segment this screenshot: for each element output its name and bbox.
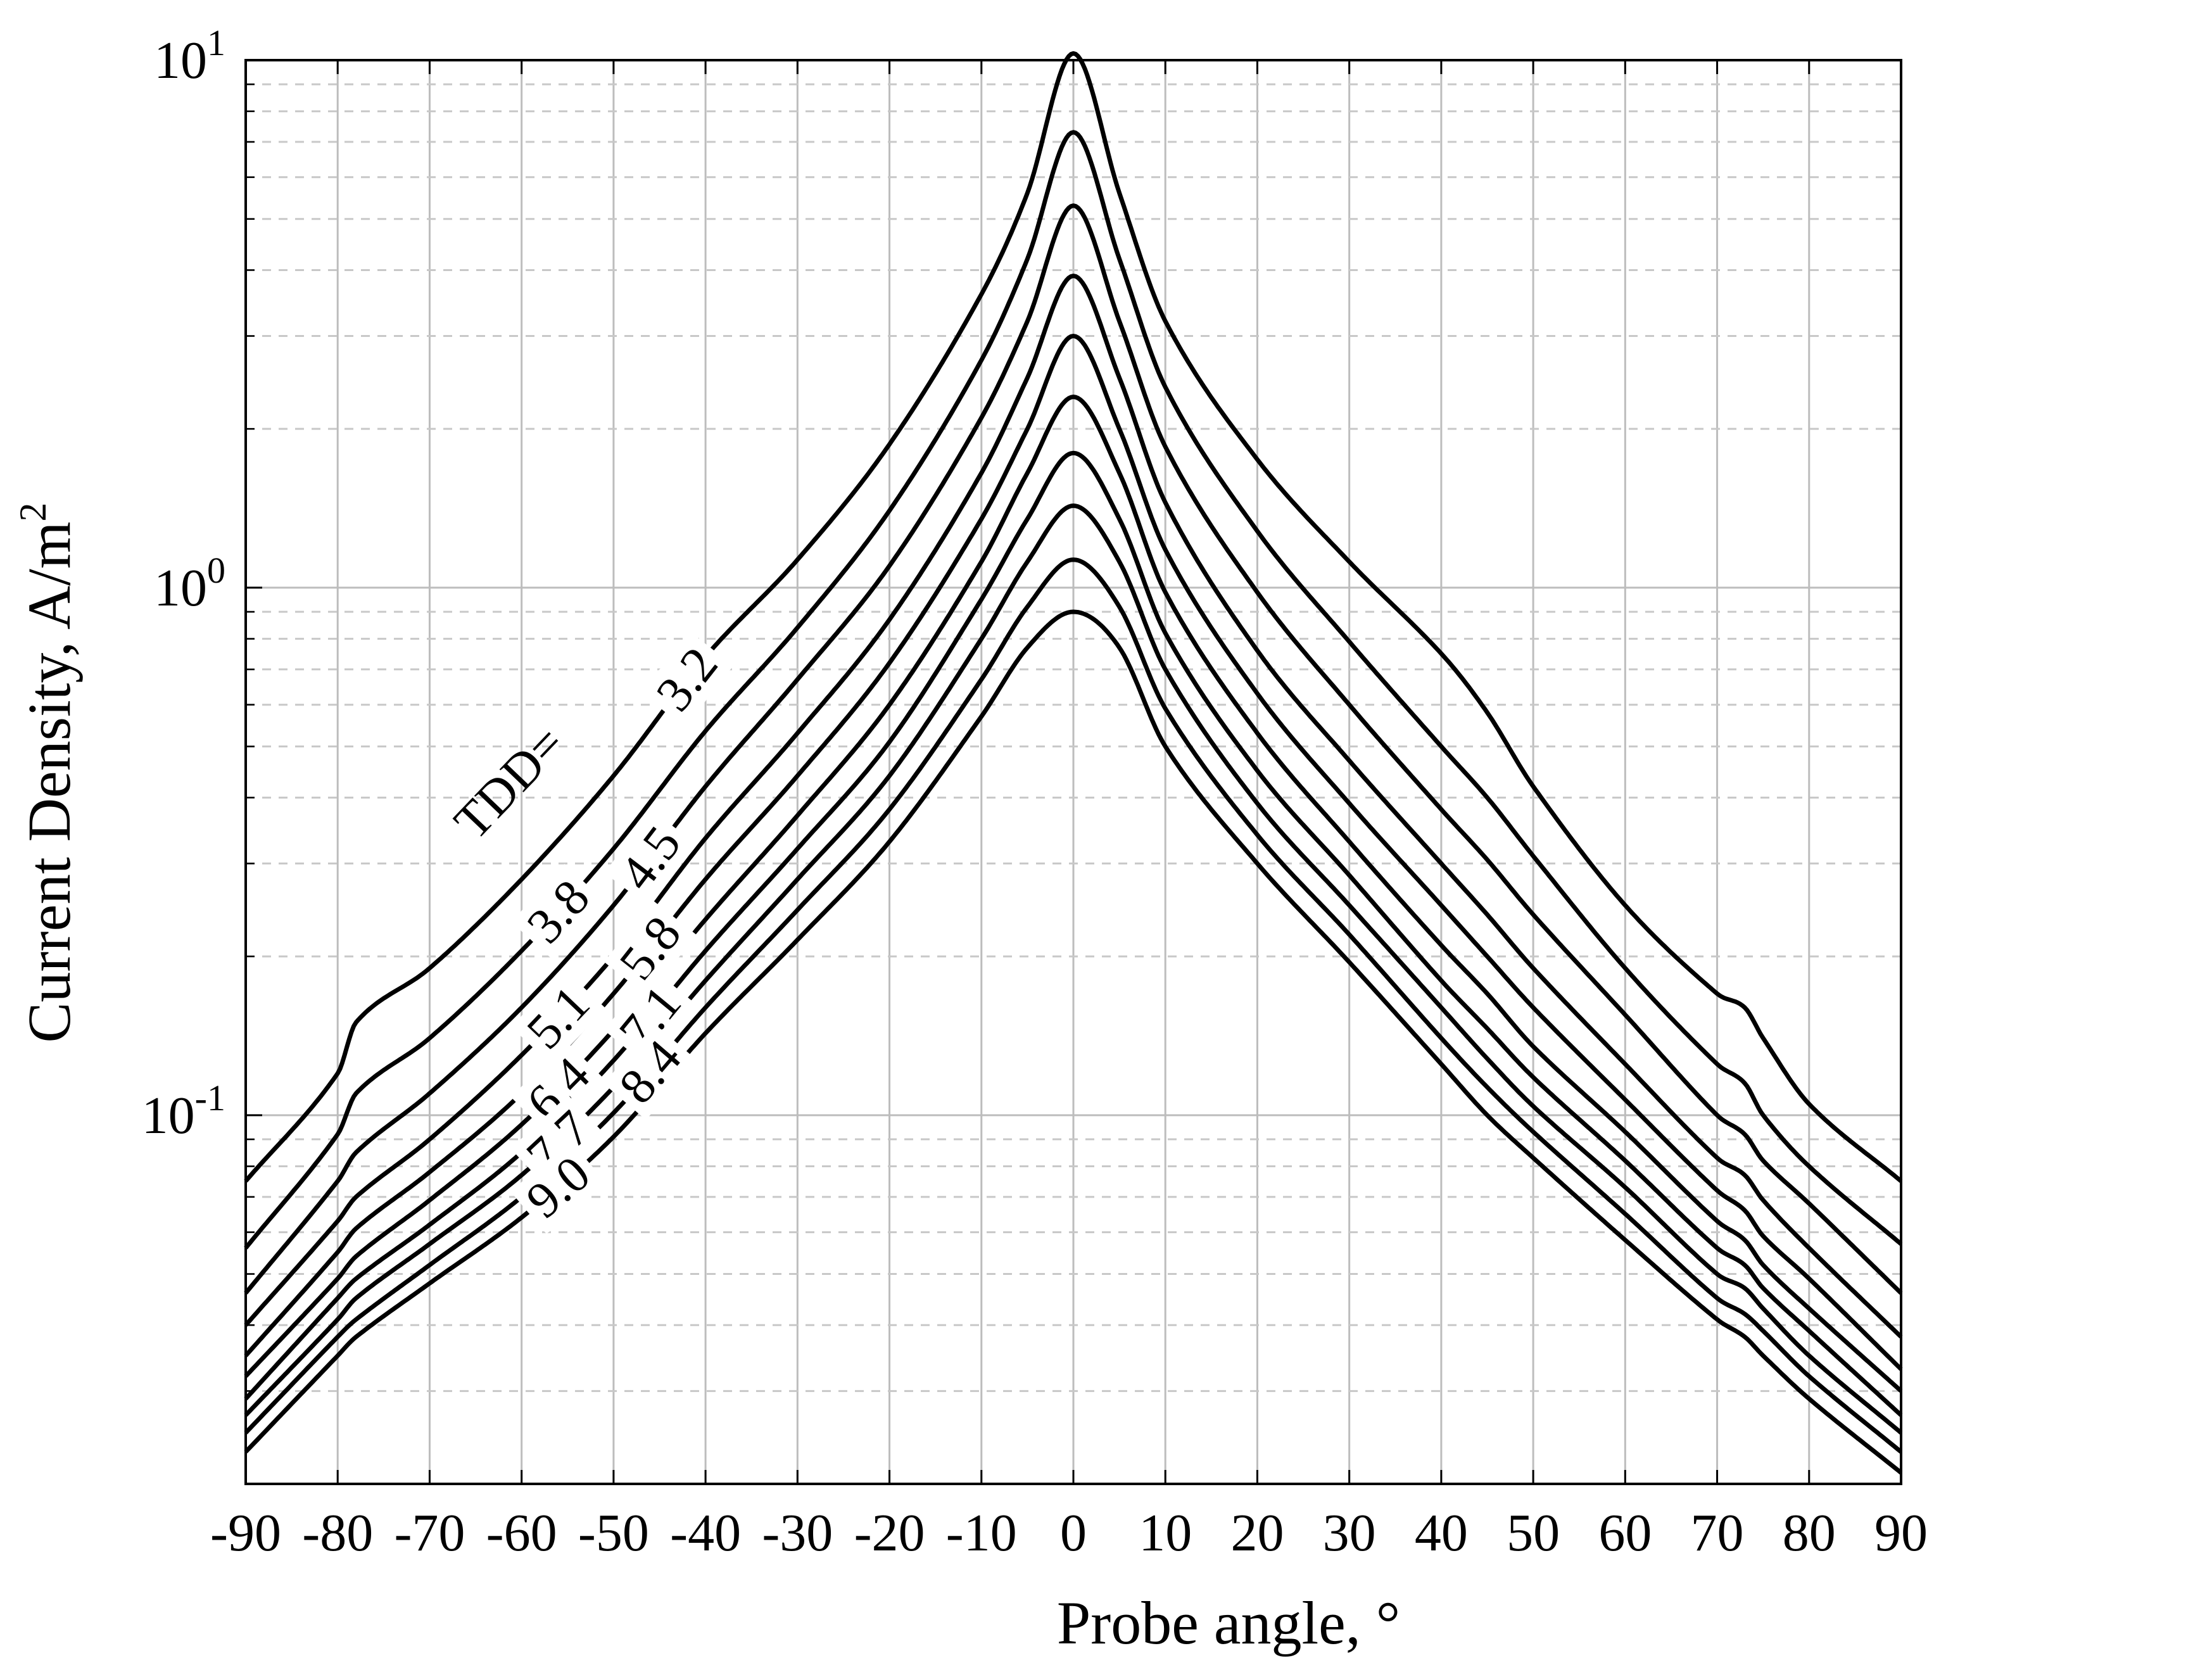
- series-line: [244, 609, 1903, 1475]
- y-tick-exponent: -1: [195, 1077, 225, 1118]
- curve-label-background: [511, 864, 606, 960]
- curve-label-background: [604, 969, 697, 1066]
- curve-label-background: [510, 1141, 607, 1234]
- x-tick-label: -90: [210, 1504, 281, 1562]
- y-tick-label: 100: [154, 550, 225, 618]
- curve-label: 3.2: [646, 637, 729, 721]
- x-tick-label: 60: [1598, 1504, 1652, 1562]
- curve-label-background: [511, 970, 606, 1065]
- x-tick-label: -70: [394, 1504, 465, 1562]
- ticks: [244, 59, 1902, 1485]
- curve-label-background: [510, 1041, 606, 1137]
- curve-label-background: [641, 631, 734, 728]
- y-tick-base: 10: [142, 1086, 195, 1145]
- x-axis-title: Probe angle, °: [1057, 1589, 1400, 1657]
- y-axis-title-sup: 2: [12, 502, 54, 521]
- y-axis-title-text: Current Density, A/m: [15, 521, 83, 1042]
- curve-label-group: 4.5: [604, 810, 697, 907]
- curve-label: 4.5: [609, 816, 692, 901]
- x-tick-label: 30: [1323, 1504, 1376, 1562]
- x-tick-label: 90: [1874, 1504, 1928, 1562]
- y-axis-title: Current Density, A/m2: [12, 502, 83, 1042]
- x-tick-label: -20: [854, 1504, 925, 1562]
- x-tick-label: 80: [1783, 1504, 1836, 1562]
- series-line: [244, 504, 1903, 1434]
- series-line: [244, 51, 1903, 1183]
- curve-label-background: [604, 900, 697, 997]
- y-tick-base: 10: [154, 31, 207, 90]
- y-tick-label: 101: [154, 22, 225, 90]
- series-line: [244, 395, 1903, 1393]
- grid: [244, 60, 1902, 1485]
- x-tick-label: 0: [1060, 1504, 1087, 1562]
- x-tick-labels: -90 -80 -70 -60 -50 -40 -30 -20 -10 0 10 20 30 40 50 60…: [210, 1504, 1928, 1562]
- x-tick-label: 10: [1139, 1504, 1192, 1562]
- curve-label-background: [604, 810, 697, 907]
- tdd-label: TDD=: [444, 716, 576, 850]
- curve-label-background: [604, 1023, 697, 1120]
- x-tick-label: -40: [670, 1504, 741, 1562]
- series-line: [244, 203, 1903, 1295]
- y-tick-label: 10-1: [142, 1077, 225, 1145]
- series-line: [244, 130, 1903, 1250]
- curve-label-background: [510, 1094, 607, 1189]
- x-tick-label: 70: [1691, 1504, 1744, 1562]
- x-tick-label: -30: [762, 1504, 833, 1562]
- x-tick-label: 20: [1230, 1504, 1284, 1562]
- y-tick-exponent: 0: [207, 550, 225, 591]
- x-tick-label: 40: [1415, 1504, 1468, 1562]
- x-tick-label: 50: [1507, 1504, 1560, 1562]
- y-tick-base: 10: [154, 559, 207, 618]
- y-tick-exponent: 1: [207, 22, 225, 63]
- series-line: [244, 274, 1903, 1339]
- x-tick-label: -60: [486, 1504, 557, 1562]
- x-tick-label: -80: [302, 1504, 373, 1562]
- x-tick-label: -50: [578, 1504, 649, 1562]
- x-tick-label: -10: [946, 1504, 1017, 1562]
- curves: [244, 51, 1903, 1475]
